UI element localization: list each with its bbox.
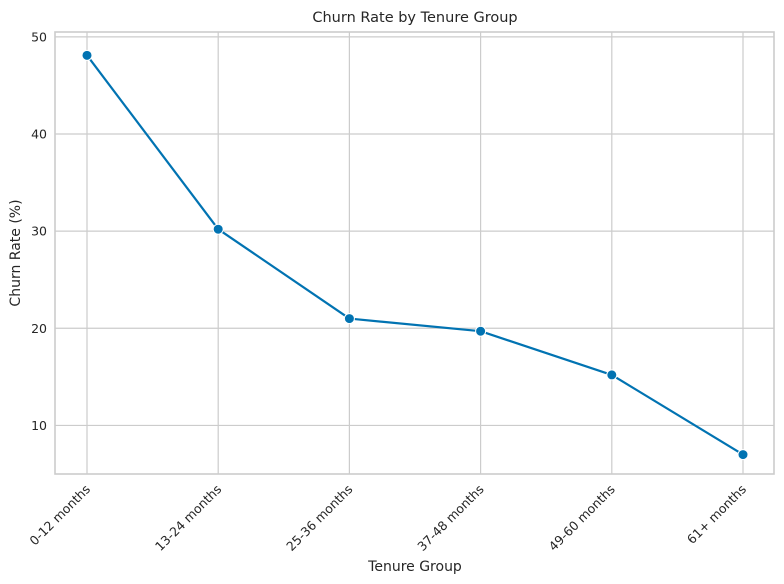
x-axis-ticks: 0-12 months 13-24 months 25-36 months 37-48… [26,482,749,554]
x-axis-label: Tenure Group [367,559,462,575]
data-point [81,49,93,61]
data-point [606,369,618,381]
data-point [212,223,224,235]
y-tick-label: 20 [31,321,47,336]
y-tick-label: 10 [31,418,47,433]
x-tick-label: 0-12 months [26,482,93,549]
x-tick-label: 13-24 months [152,482,224,554]
gridlines [55,32,774,474]
plot-frame [54,31,775,475]
x-tick-label: 61+ months [684,482,749,547]
y-axis-label: Churn Rate (%) [8,199,24,306]
series-layer [81,49,749,461]
x-tick-label: 25-36 months [283,482,355,554]
chart-title: Churn Rate by Tenure Group [312,10,517,26]
y-tick-label: 30 [31,224,47,239]
y-tick-label: 50 [31,29,47,44]
series-line [85,54,745,456]
data-point [343,313,355,325]
y-tick-label: 40 [31,127,47,142]
data-point [737,449,749,461]
x-tick-label: 49-60 months [546,482,618,554]
x-tick-label: 37-48 months [414,482,486,554]
data-point [475,325,487,337]
y-axis-ticks: 10 20 30 40 50 [31,29,47,433]
